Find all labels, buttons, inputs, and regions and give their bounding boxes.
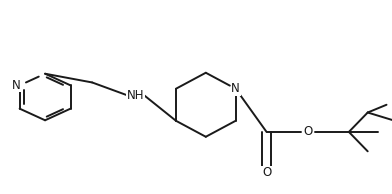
Text: NH: NH [127,88,144,102]
Text: N: N [231,82,240,95]
Text: O: O [262,166,271,179]
Text: O: O [303,125,312,139]
Text: N: N [12,79,21,92]
